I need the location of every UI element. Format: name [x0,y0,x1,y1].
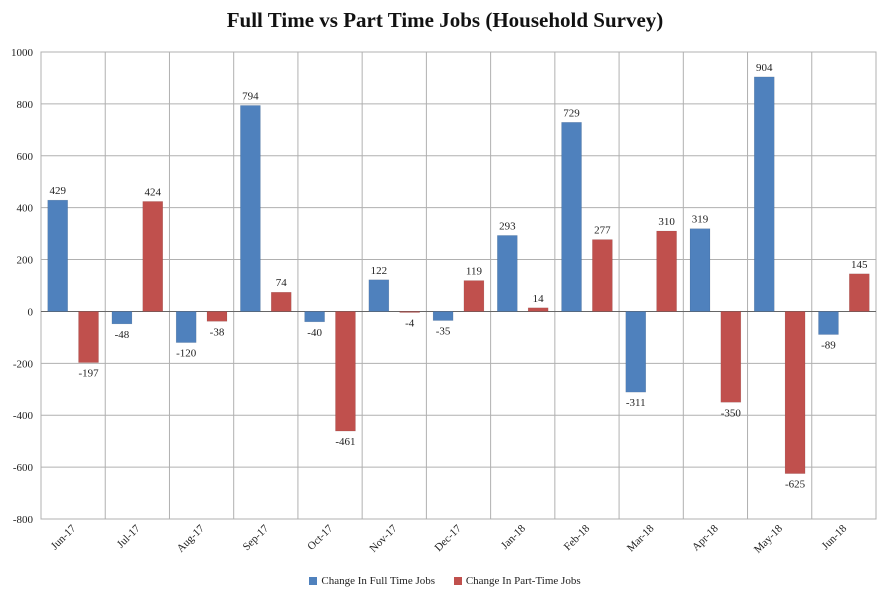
data-label-full-time: 429 [49,185,66,197]
data-label-full-time: 319 [692,214,709,226]
data-label-full-time: -48 [115,329,130,341]
data-label-part-time: 74 [276,277,288,289]
x-tick-label: Jan-18 [499,522,529,552]
bar-full-time [111,311,133,325]
bar-full-time [689,228,711,312]
data-label-full-time: -35 [436,326,451,338]
y-tick-label: -400 [13,410,34,422]
y-tick-label: 1000 [11,47,34,59]
y-tick-label: 800 [17,99,34,111]
data-label-part-time: 277 [594,225,611,237]
bar-part-time [527,307,549,312]
bar-full-time [497,235,518,312]
legend-item-full-time: Change In Full Time Jobs [309,575,435,587]
x-tick-label: Nov-17 [367,522,400,555]
bar-full-time [625,311,647,393]
bar-part-time [720,311,742,403]
bar-full-time [368,279,390,312]
bar-full-time [304,311,325,323]
y-tick-label: 200 [17,255,34,267]
data-label-part-time: 424 [145,186,162,198]
bar-full-time [561,122,582,312]
x-tick-label: Jun-18 [820,522,850,552]
data-label-full-time: -40 [307,327,322,339]
data-label-part-time: -38 [210,326,225,338]
x-tick-label: Dec-17 [432,522,464,554]
data-label-part-time: 14 [533,293,545,305]
y-tick-label: -200 [13,358,34,370]
y-tick-label: 400 [17,203,34,215]
data-label-full-time: 794 [242,90,259,102]
bar-part-time [335,311,356,432]
data-label-part-time: -350 [721,407,742,419]
data-label-part-time: 310 [658,216,675,228]
x-tick-label: Aug-17 [175,522,208,555]
bar-part-time [592,239,613,312]
bar-full-time [818,311,839,335]
data-label-part-time: -461 [335,436,355,448]
data-label-part-time: 119 [466,266,483,278]
x-tick-label: Jul-17 [115,522,143,550]
bar-part-time [142,201,164,312]
data-label-part-time: -197 [78,368,99,380]
data-label-full-time: -311 [626,397,646,409]
bar-part-time [656,230,677,312]
y-tick-label: 0 [28,306,34,318]
data-label-full-time: 904 [756,62,773,74]
y-tick-label: 600 [17,151,34,163]
legend-label-full-time: Change In Full Time Jobs [321,575,436,587]
plot-frame [40,51,877,520]
data-label-part-time: 145 [851,259,868,271]
bar-part-time [463,280,485,312]
x-tick-label: Jun-17 [49,522,79,552]
data-label-full-time: -120 [176,348,197,360]
legend-swatch-full-time [309,577,318,586]
x-tick-label: Apr-18 [690,522,721,553]
data-label-full-time: 122 [371,265,388,277]
data-label-full-time: -89 [821,340,836,352]
y-tick-label: -600 [13,462,34,474]
bar-part-time [78,311,99,363]
x-tick-label: Oct-17 [305,522,335,552]
data-label-full-time: 293 [499,220,516,232]
data-label-part-time: -4 [405,317,415,329]
bar-full-time [175,311,197,343]
bar-full-time [432,311,454,321]
bar-part-time [399,311,420,313]
data-label-part-time: -625 [785,479,806,491]
legend-label-part-time: Change In Part-Time Jobs [465,575,581,587]
legend-item-part-time: Change In Part-Time Jobs [453,575,581,587]
legend-swatch-part-time [453,577,462,586]
x-tick-label: Mar-18 [625,522,657,554]
chart-title: Full Time vs Part Time Jobs (Household S… [226,8,664,32]
bar-full-time [753,76,775,312]
bar-full-time [47,199,68,312]
x-tick-label: Feb-18 [562,522,593,553]
bar-part-time [784,311,806,474]
x-tick-label: Sep-17 [241,522,272,553]
data-label-full-time: 729 [563,107,580,119]
bar-part-time [849,273,870,312]
bar-part-time [270,291,292,312]
bar-part-time [206,311,228,322]
x-tick-label: May-18 [752,522,785,555]
legend: Change In Full Time Jobs Change In Part-… [0,575,890,587]
y-tick-label: -800 [13,514,34,526]
bar-full-time [240,105,261,312]
